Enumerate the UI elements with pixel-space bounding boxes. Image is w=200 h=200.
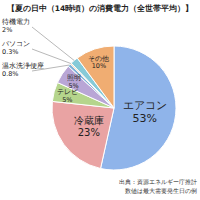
svg-text:数値は最大需要発生日の例: 数値は最大需要発生日の例 xyxy=(125,187,192,194)
svg-text:エアコン53%: エアコン53% xyxy=(123,99,167,125)
svg-text:その他10%: その他10% xyxy=(88,55,109,70)
svg-text:出典：資源エネルギー庁推計: 出典：資源エネルギー庁推計 xyxy=(119,178,192,186)
svg-text:冷蔵庫23%: 冷蔵庫23% xyxy=(74,115,104,138)
svg-text:パソコン0.3%: パソコン0.3% xyxy=(8,40,30,56)
svg-text:待機電力2%: 待機電力2% xyxy=(8,18,30,34)
svg-text:テレビ5%: テレビ5% xyxy=(57,88,79,103)
svg-text:【夏の日中（14時頃）の消費電力（全世帯平均）】: 【夏の日中（14時頃）の消費電力（全世帯平均）】 xyxy=(8,4,192,13)
svg-text:照明5%: 照明5% xyxy=(67,74,81,89)
svg-text:温水洗浄便座0.8%: 温水洗浄便座0.8% xyxy=(8,62,44,78)
